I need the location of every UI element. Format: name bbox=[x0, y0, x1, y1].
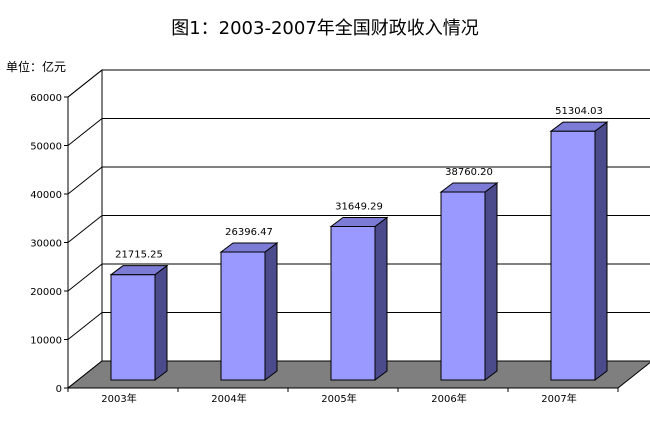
data-label: 31649.29 bbox=[335, 202, 383, 213]
data-labels: 21715.25 26396.47 31649.29 38760.20 51304.03 bbox=[115, 106, 603, 261]
data-label: 26396.47 bbox=[225, 227, 273, 238]
x-tick-label: 2005年 bbox=[321, 392, 356, 405]
bar-top bbox=[329, 217, 389, 228]
bar-front bbox=[550, 130, 596, 381]
bar bbox=[219, 241, 279, 381]
data-label: 51304.03 bbox=[555, 106, 603, 117]
bar-front bbox=[440, 191, 486, 381]
bar bbox=[549, 121, 609, 381]
bar-side bbox=[374, 216, 388, 381]
gridline-diagonal bbox=[67, 312, 103, 340]
bar-front bbox=[330, 226, 376, 381]
gridline-diagonal bbox=[67, 263, 103, 292]
bars bbox=[109, 121, 609, 381]
data-label: 38760.20 bbox=[445, 167, 493, 178]
y-tick-label: 50000 bbox=[30, 142, 62, 153]
y-tick-label: 30000 bbox=[30, 239, 62, 250]
bar-top bbox=[219, 242, 279, 253]
gridline-diagonal bbox=[67, 118, 103, 146]
bar-front bbox=[110, 274, 156, 381]
bar bbox=[329, 216, 389, 381]
x-tick-label: 2007年 bbox=[541, 392, 576, 405]
bar bbox=[109, 264, 169, 381]
bar-front bbox=[220, 251, 266, 381]
data-label: 21715.25 bbox=[115, 250, 163, 261]
bar bbox=[439, 182, 499, 381]
bar-top bbox=[549, 121, 609, 132]
y-tick-label: 10000 bbox=[30, 336, 62, 347]
y-tick-label: 20000 bbox=[30, 287, 62, 298]
bar-side bbox=[264, 241, 278, 381]
chart-title: 图1：2003-2007年全国财政收入情况 bbox=[171, 18, 479, 39]
bar-side bbox=[484, 182, 498, 381]
bar-side bbox=[154, 264, 168, 381]
gridline-diagonal bbox=[67, 166, 103, 195]
y-axis-ticks: 0 10000 20000 30000 40000 50000 60000 bbox=[30, 93, 68, 395]
x-tick-label: 2003年 bbox=[101, 392, 136, 405]
bar-top bbox=[439, 182, 499, 193]
y-axis-unit-label: 单位：亿元 bbox=[6, 60, 67, 74]
x-tick-label: 2006年 bbox=[431, 392, 466, 405]
y-tick-label: 60000 bbox=[30, 93, 62, 104]
gridline-diagonal bbox=[67, 215, 103, 243]
y-tick-label: 0 bbox=[56, 384, 62, 395]
bar-side bbox=[594, 121, 608, 381]
x-tick-label: 2004年 bbox=[211, 392, 246, 405]
y-tick-label: 40000 bbox=[30, 190, 62, 201]
x-axis-ticks: 2003年 2004年 2005年 2006年 2007年 bbox=[67, 388, 619, 405]
bar-top bbox=[109, 265, 169, 276]
gridline-diagonal bbox=[67, 69, 103, 98]
